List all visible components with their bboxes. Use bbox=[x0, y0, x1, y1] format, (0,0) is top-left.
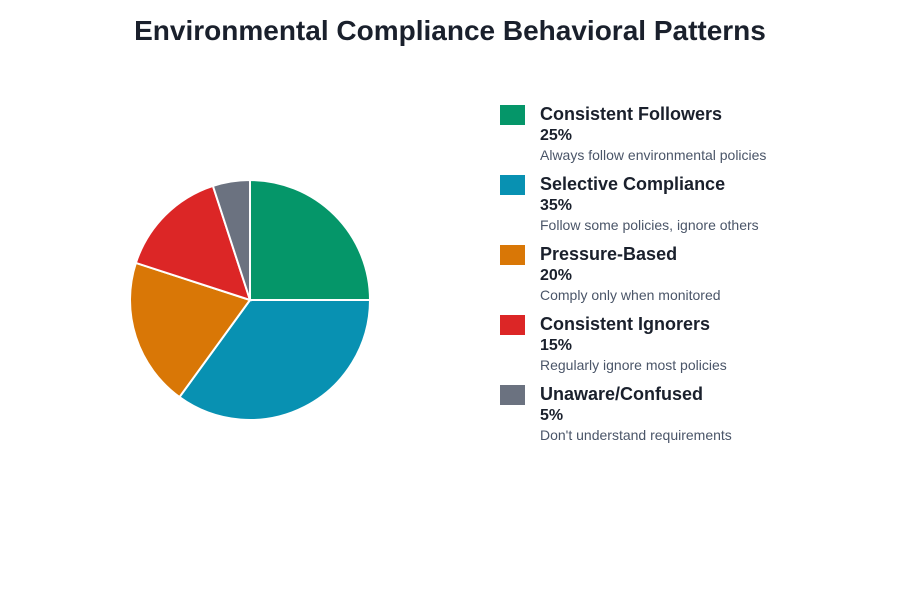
legend: Consistent Followers 25% Always follow env… bbox=[500, 104, 766, 443]
pie-slice bbox=[129, 261, 252, 399]
pie-slice bbox=[178, 299, 372, 421]
legend-swatch bbox=[500, 105, 525, 125]
pie bbox=[129, 178, 372, 421]
legend-label: Pressure-Based bbox=[540, 244, 677, 264]
legend-label: Consistent Followers bbox=[540, 104, 722, 124]
legend-label: Consistent Ignorers bbox=[540, 314, 710, 334]
chart-title: Environmental Compliance Behavioral Patt… bbox=[134, 15, 766, 46]
legend-label: Unaware/Confused bbox=[540, 384, 703, 404]
legend-description: Always follow environmental policies bbox=[540, 147, 766, 163]
legend-value: 35% bbox=[540, 197, 572, 214]
legend-value: 20% bbox=[540, 267, 572, 284]
pie-slice bbox=[211, 178, 251, 301]
legend-description: Comply only when monitored bbox=[540, 287, 721, 303]
legend-label: Selective Compliance bbox=[540, 174, 725, 194]
legend-value: 5% bbox=[540, 407, 563, 424]
pie-slice bbox=[249, 178, 372, 301]
legend-value: 25% bbox=[540, 127, 572, 144]
legend-swatch bbox=[500, 245, 525, 265]
legend-description: Don't understand requirements bbox=[540, 427, 732, 443]
legend-value: 15% bbox=[540, 337, 572, 354]
legend-description: Regularly ignore most policies bbox=[540, 357, 727, 373]
legend-swatch bbox=[500, 385, 525, 405]
legend-description: Follow some policies, ignore others bbox=[540, 217, 759, 233]
legend-swatch bbox=[500, 315, 525, 335]
legend-swatch bbox=[500, 175, 525, 195]
